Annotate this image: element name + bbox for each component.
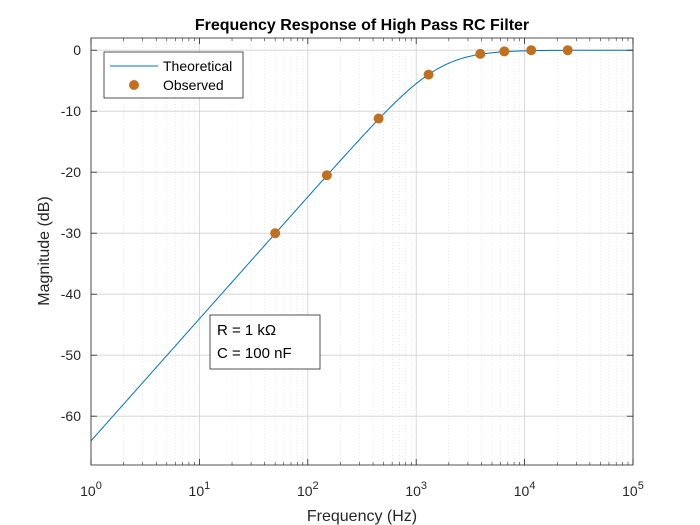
grid (90, 38, 634, 465)
x-tick-label: 101 (189, 480, 211, 499)
legend-label-theoretical: Theoretical (163, 58, 232, 74)
observed-point (321, 170, 332, 181)
y-tick-label: -10 (61, 103, 81, 119)
theoretical-curve (90, 49, 633, 442)
x-tick-label: 103 (405, 480, 427, 499)
plot-border (90, 37, 634, 466)
y-tick-label: -50 (61, 347, 81, 363)
x-tick-label: 100 (80, 480, 102, 499)
chart-title: Frequency Response of High Pass RC Filte… (195, 17, 529, 34)
axes: 100 101 102 103 104 105 0 -10 -20 -30 -40 -50 -60 (61, 38, 644, 499)
y-tick-label: -40 (61, 286, 81, 302)
observed-point (475, 48, 486, 59)
y-axis-label: Magnitude (dB) (36, 196, 53, 305)
legend: Theoretical Observed (103, 51, 244, 99)
legend-label-observed: Observed (163, 77, 224, 93)
y-tick-label: -20 (61, 164, 81, 180)
x-tick-label: 102 (297, 480, 319, 499)
observed-point (373, 113, 384, 124)
legend-marker-swatch (129, 80, 139, 90)
annotation-capacitance: C = 100 nF (217, 345, 292, 362)
annotation-border (209, 314, 321, 370)
y-tick-label: -30 (61, 225, 81, 241)
observed-point (526, 45, 537, 56)
annotation-box: R = 1 kΩ C = 100 nF (209, 314, 321, 370)
x-axis-label: Frequency (Hz) (307, 508, 417, 525)
plot-area (91, 38, 633, 465)
observed-point (562, 45, 573, 56)
observed-point (499, 46, 510, 57)
annotation-resistance: R = 1 kΩ (217, 322, 276, 339)
series-layer (90, 45, 633, 442)
y-tick-label: 0 (73, 42, 81, 58)
x-tick-label: 104 (514, 480, 536, 499)
legend-box (103, 51, 244, 99)
y-tick-label: -60 (61, 408, 81, 424)
observed-point (423, 69, 434, 80)
observed-point (270, 228, 281, 239)
x-tick-label: 105 (622, 480, 644, 499)
